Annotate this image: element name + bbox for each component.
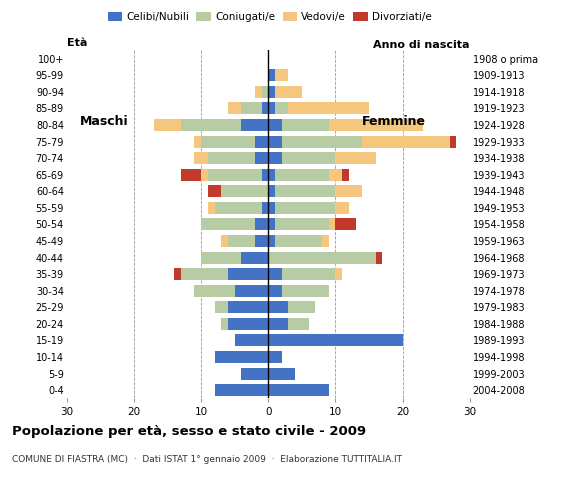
Bar — [282, 285, 329, 297]
Bar — [208, 169, 262, 180]
Text: Anno di nascita: Anno di nascita — [374, 40, 470, 50]
Bar — [275, 185, 335, 197]
Bar — [268, 69, 275, 81]
Bar — [329, 218, 335, 230]
Bar — [288, 318, 309, 330]
Bar — [201, 218, 255, 230]
Bar — [181, 268, 228, 280]
Bar — [174, 268, 181, 280]
Text: Femmine: Femmine — [362, 115, 426, 128]
Bar — [268, 301, 288, 313]
Legend: Celibi/Nubili, Coniugati/e, Vedovi/e, Divorziati/e: Celibi/Nubili, Coniugati/e, Vedovi/e, Di… — [103, 8, 436, 26]
Bar — [268, 268, 282, 280]
Bar — [255, 152, 268, 164]
Bar — [221, 235, 228, 247]
Bar — [241, 252, 268, 264]
Text: Popolazione per età, sesso e stato civile - 2009: Popolazione per età, sesso e stato civil… — [12, 425, 366, 438]
Bar — [215, 351, 268, 363]
Bar — [268, 218, 275, 230]
Bar — [255, 235, 268, 247]
Bar — [241, 102, 262, 114]
Bar — [228, 102, 241, 114]
Bar — [255, 218, 268, 230]
Bar — [262, 102, 268, 114]
Bar — [228, 318, 268, 330]
Bar — [228, 301, 268, 313]
Bar — [262, 202, 268, 214]
Bar — [215, 202, 262, 214]
Bar — [241, 368, 268, 380]
Bar — [215, 384, 268, 396]
Bar — [228, 235, 255, 247]
Bar — [208, 202, 215, 214]
Bar — [362, 135, 450, 147]
Bar — [208, 185, 221, 197]
Bar — [450, 135, 456, 147]
Bar — [268, 285, 282, 297]
Bar — [342, 169, 349, 180]
Bar — [282, 152, 335, 164]
Bar — [268, 335, 403, 347]
Bar — [268, 368, 295, 380]
Bar — [288, 102, 369, 114]
Bar — [154, 119, 181, 131]
Bar — [241, 119, 268, 131]
Bar — [335, 152, 376, 164]
Bar — [275, 235, 322, 247]
Bar — [255, 86, 262, 98]
Bar — [268, 202, 275, 214]
Bar — [268, 102, 275, 114]
Bar — [282, 268, 335, 280]
Bar — [335, 218, 356, 230]
Bar — [376, 252, 382, 264]
Text: COMUNE DI FIASTRA (MC)  ·  Dati ISTAT 1° gennaio 2009  ·  Elaborazione TUTTITALI: COMUNE DI FIASTRA (MC) · Dati ISTAT 1° g… — [12, 455, 401, 464]
Bar — [181, 119, 241, 131]
Bar — [201, 169, 208, 180]
Bar — [268, 252, 376, 264]
Bar — [335, 268, 342, 280]
Bar — [268, 318, 288, 330]
Bar — [194, 285, 235, 297]
Bar — [221, 185, 268, 197]
Bar — [335, 185, 362, 197]
Bar — [221, 318, 228, 330]
Bar — [268, 86, 275, 98]
Bar — [275, 202, 335, 214]
Bar — [288, 301, 316, 313]
Bar — [235, 285, 268, 297]
Text: Maschi: Maschi — [80, 115, 129, 128]
Bar — [268, 185, 275, 197]
Bar — [268, 135, 282, 147]
Bar — [268, 169, 275, 180]
Text: Età: Età — [67, 38, 87, 48]
Bar — [335, 202, 349, 214]
Bar — [235, 335, 268, 347]
Bar — [329, 169, 342, 180]
Bar — [322, 235, 329, 247]
Bar — [201, 252, 241, 264]
Bar — [268, 119, 282, 131]
Bar — [268, 235, 275, 247]
Bar — [275, 102, 288, 114]
Bar — [194, 152, 208, 164]
Bar — [208, 152, 255, 164]
Bar — [181, 169, 201, 180]
Bar — [215, 301, 228, 313]
Bar — [268, 152, 282, 164]
Bar — [268, 384, 329, 396]
Bar — [275, 218, 329, 230]
Bar — [282, 135, 362, 147]
Bar — [275, 169, 329, 180]
Bar — [262, 169, 268, 180]
Bar — [201, 135, 255, 147]
Bar — [275, 69, 288, 81]
Bar — [228, 268, 268, 280]
Bar — [194, 135, 201, 147]
Bar — [282, 119, 329, 131]
Bar — [255, 135, 268, 147]
Bar — [262, 86, 268, 98]
Bar — [275, 86, 302, 98]
Bar — [329, 119, 423, 131]
Bar — [268, 351, 282, 363]
